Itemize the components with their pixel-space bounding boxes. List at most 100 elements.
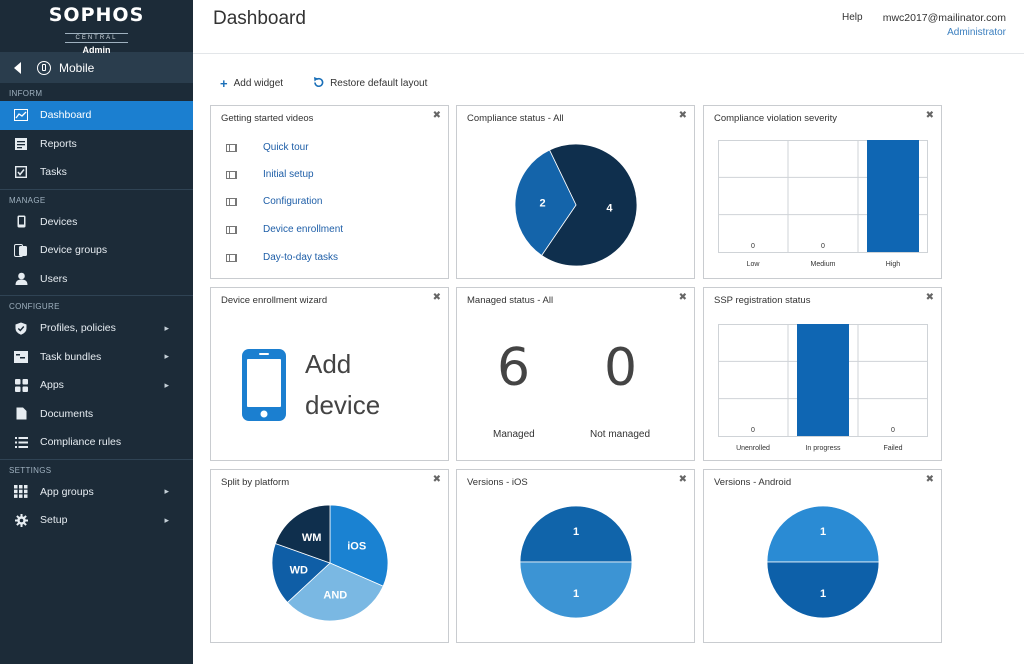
- pie-slice-label: 4: [606, 202, 613, 214]
- help-link[interactable]: Help: [842, 12, 863, 23]
- video-link[interactable]: Day-to-day tasks: [226, 252, 338, 263]
- sidebar-item-app-groups[interactable]: App groups ▸: [0, 478, 193, 507]
- film-icon: [226, 253, 237, 262]
- chevron-right-icon: ▸: [164, 351, 169, 362]
- sidebar-item-task-bundles[interactable]: Task bundles ▸: [0, 343, 193, 372]
- widget-title: Managed status - All: [467, 295, 554, 306]
- video-link-label[interactable]: Day-to-day tasks: [263, 252, 339, 263]
- pie-slice-label: AND: [323, 589, 347, 601]
- category-label: Unenrolled: [736, 445, 770, 452]
- video-list: Quick tour Initial setup Configuration D…: [211, 130, 448, 278]
- phone-icon[interactable]: [241, 348, 287, 422]
- video-link-label[interactable]: Quick tour: [263, 142, 309, 153]
- pie-slice-label: WD: [290, 564, 308, 576]
- pie-slice[interactable]: [541, 143, 638, 267]
- video-link[interactable]: Initial setup: [226, 169, 314, 180]
- chevron-right-icon: ▸: [164, 514, 169, 525]
- pie-slice-label: 2: [539, 198, 545, 210]
- sidebar-item-label: Tasks: [40, 166, 67, 179]
- sidebar-item-device-groups[interactable]: Device groups: [0, 236, 193, 265]
- apps-icon: [14, 378, 28, 392]
- close-icon[interactable]: ✖: [432, 474, 441, 485]
- sidebar-item-apps[interactable]: Apps ▸: [0, 371, 193, 400]
- pie-slice[interactable]: [519, 505, 633, 563]
- video-link[interactable]: Configuration: [226, 196, 322, 207]
- close-icon[interactable]: ✖: [925, 110, 934, 121]
- restore-layout-button[interactable]: Restore default layout: [313, 76, 427, 91]
- bar[interactable]: [797, 324, 849, 436]
- sidebar-item-compliance-rules[interactable]: Compliance rules: [0, 428, 193, 457]
- pie-slice[interactable]: [766, 561, 880, 619]
- film-icon: [226, 143, 237, 152]
- close-icon[interactable]: ✖: [678, 474, 687, 485]
- divider: [0, 188, 193, 190]
- bar[interactable]: [867, 140, 919, 252]
- close-icon[interactable]: ✖: [432, 292, 441, 303]
- brand: SOPHOS CENTRAL Admin: [0, 0, 193, 55]
- pie-slice[interactable]: [329, 504, 389, 587]
- video-link-label[interactable]: Device enrollment: [263, 224, 344, 235]
- add-device-line2: device: [305, 390, 381, 420]
- close-icon[interactable]: ✖: [925, 292, 934, 303]
- sidebar-item-reports[interactable]: Reports: [0, 130, 193, 159]
- context-switcher[interactable]: Mobile: [0, 52, 193, 83]
- user-role: Administrator: [947, 27, 1006, 38]
- add-widget-label: Add widget: [233, 78, 284, 89]
- pie-slice[interactable]: [271, 543, 331, 604]
- platform-pie-chart: iOS AND WD WM: [271, 504, 389, 622]
- plus-icon: +: [220, 76, 228, 91]
- chart-frame: [718, 140, 928, 253]
- managed-count[interactable]: 6: [497, 338, 531, 398]
- sidebar-item-label: App groups: [40, 485, 94, 498]
- sidebar-item-setup[interactable]: Setup ▸: [0, 506, 193, 535]
- section-settings: SETTINGS: [9, 465, 52, 475]
- bar-value-label: 0: [891, 427, 895, 434]
- close-icon[interactable]: ✖: [678, 110, 687, 121]
- user-email[interactable]: mwc2017@mailinator.com: [882, 12, 1006, 24]
- page-title: Dashboard: [213, 8, 306, 29]
- video-link-label[interactable]: Initial setup: [263, 169, 314, 180]
- add-device-link[interactable]: Add device: [305, 344, 380, 426]
- sidebar-item-tasks[interactable]: Tasks: [0, 158, 193, 187]
- pie-slice[interactable]: [274, 504, 331, 564]
- sidebar-item-documents[interactable]: Documents: [0, 400, 193, 429]
- close-icon[interactable]: ✖: [925, 474, 934, 485]
- report-icon: [14, 137, 28, 151]
- pie-slice[interactable]: [766, 505, 880, 563]
- severity-bar-chart: 0Low0Medium2High: [718, 140, 928, 268]
- top-bar: Dashboard Help mwc2017@mailinator.com Ad…: [193, 0, 1024, 54]
- pie-slice-label: WM: [302, 532, 322, 544]
- close-icon[interactable]: ✖: [678, 292, 687, 303]
- pie-slice[interactable]: [514, 149, 577, 256]
- add-widget-button[interactable]: + Add widget: [220, 76, 283, 91]
- chevron-right-icon: ▸: [164, 379, 169, 390]
- pie-slice-label: 1: [820, 588, 826, 600]
- back-arrow-icon[interactable]: [14, 61, 21, 74]
- add-device-line1: Add: [305, 349, 352, 379]
- sidebar-item-profiles[interactable]: Profiles, policies ▸: [0, 314, 193, 343]
- widget-title: SSP registration status: [714, 295, 811, 306]
- brand-role: Admin: [82, 45, 111, 55]
- section-configure: CONFIGURE: [9, 302, 60, 311]
- managed-label: Managed: [493, 429, 535, 440]
- sidebar-item-label: Task bundles: [40, 350, 102, 363]
- pie-slice[interactable]: [286, 562, 384, 622]
- sidebar-item-devices[interactable]: Devices: [0, 208, 193, 237]
- widget-title: Versions - iOS: [467, 477, 528, 488]
- film-icon: [226, 225, 237, 234]
- video-link[interactable]: Device enrollment: [226, 224, 343, 235]
- bar-value-label: 0: [751, 427, 755, 434]
- film-icon: [226, 170, 237, 179]
- gear-icon: [14, 513, 28, 527]
- pie-slice[interactable]: [519, 561, 633, 619]
- bar-value-label: 0: [751, 243, 755, 250]
- video-link[interactable]: Quick tour: [226, 142, 309, 153]
- close-icon[interactable]: ✖: [432, 110, 441, 121]
- sidebar-item-dashboard[interactable]: Dashboard: [0, 101, 193, 130]
- sidebar-item-label: Users: [40, 272, 68, 285]
- not-managed-count[interactable]: 0: [604, 338, 638, 398]
- compliance-pie-chart: 42: [514, 143, 638, 267]
- video-link-label[interactable]: Configuration: [263, 196, 323, 207]
- sidebar-item-users[interactable]: Users: [0, 265, 193, 294]
